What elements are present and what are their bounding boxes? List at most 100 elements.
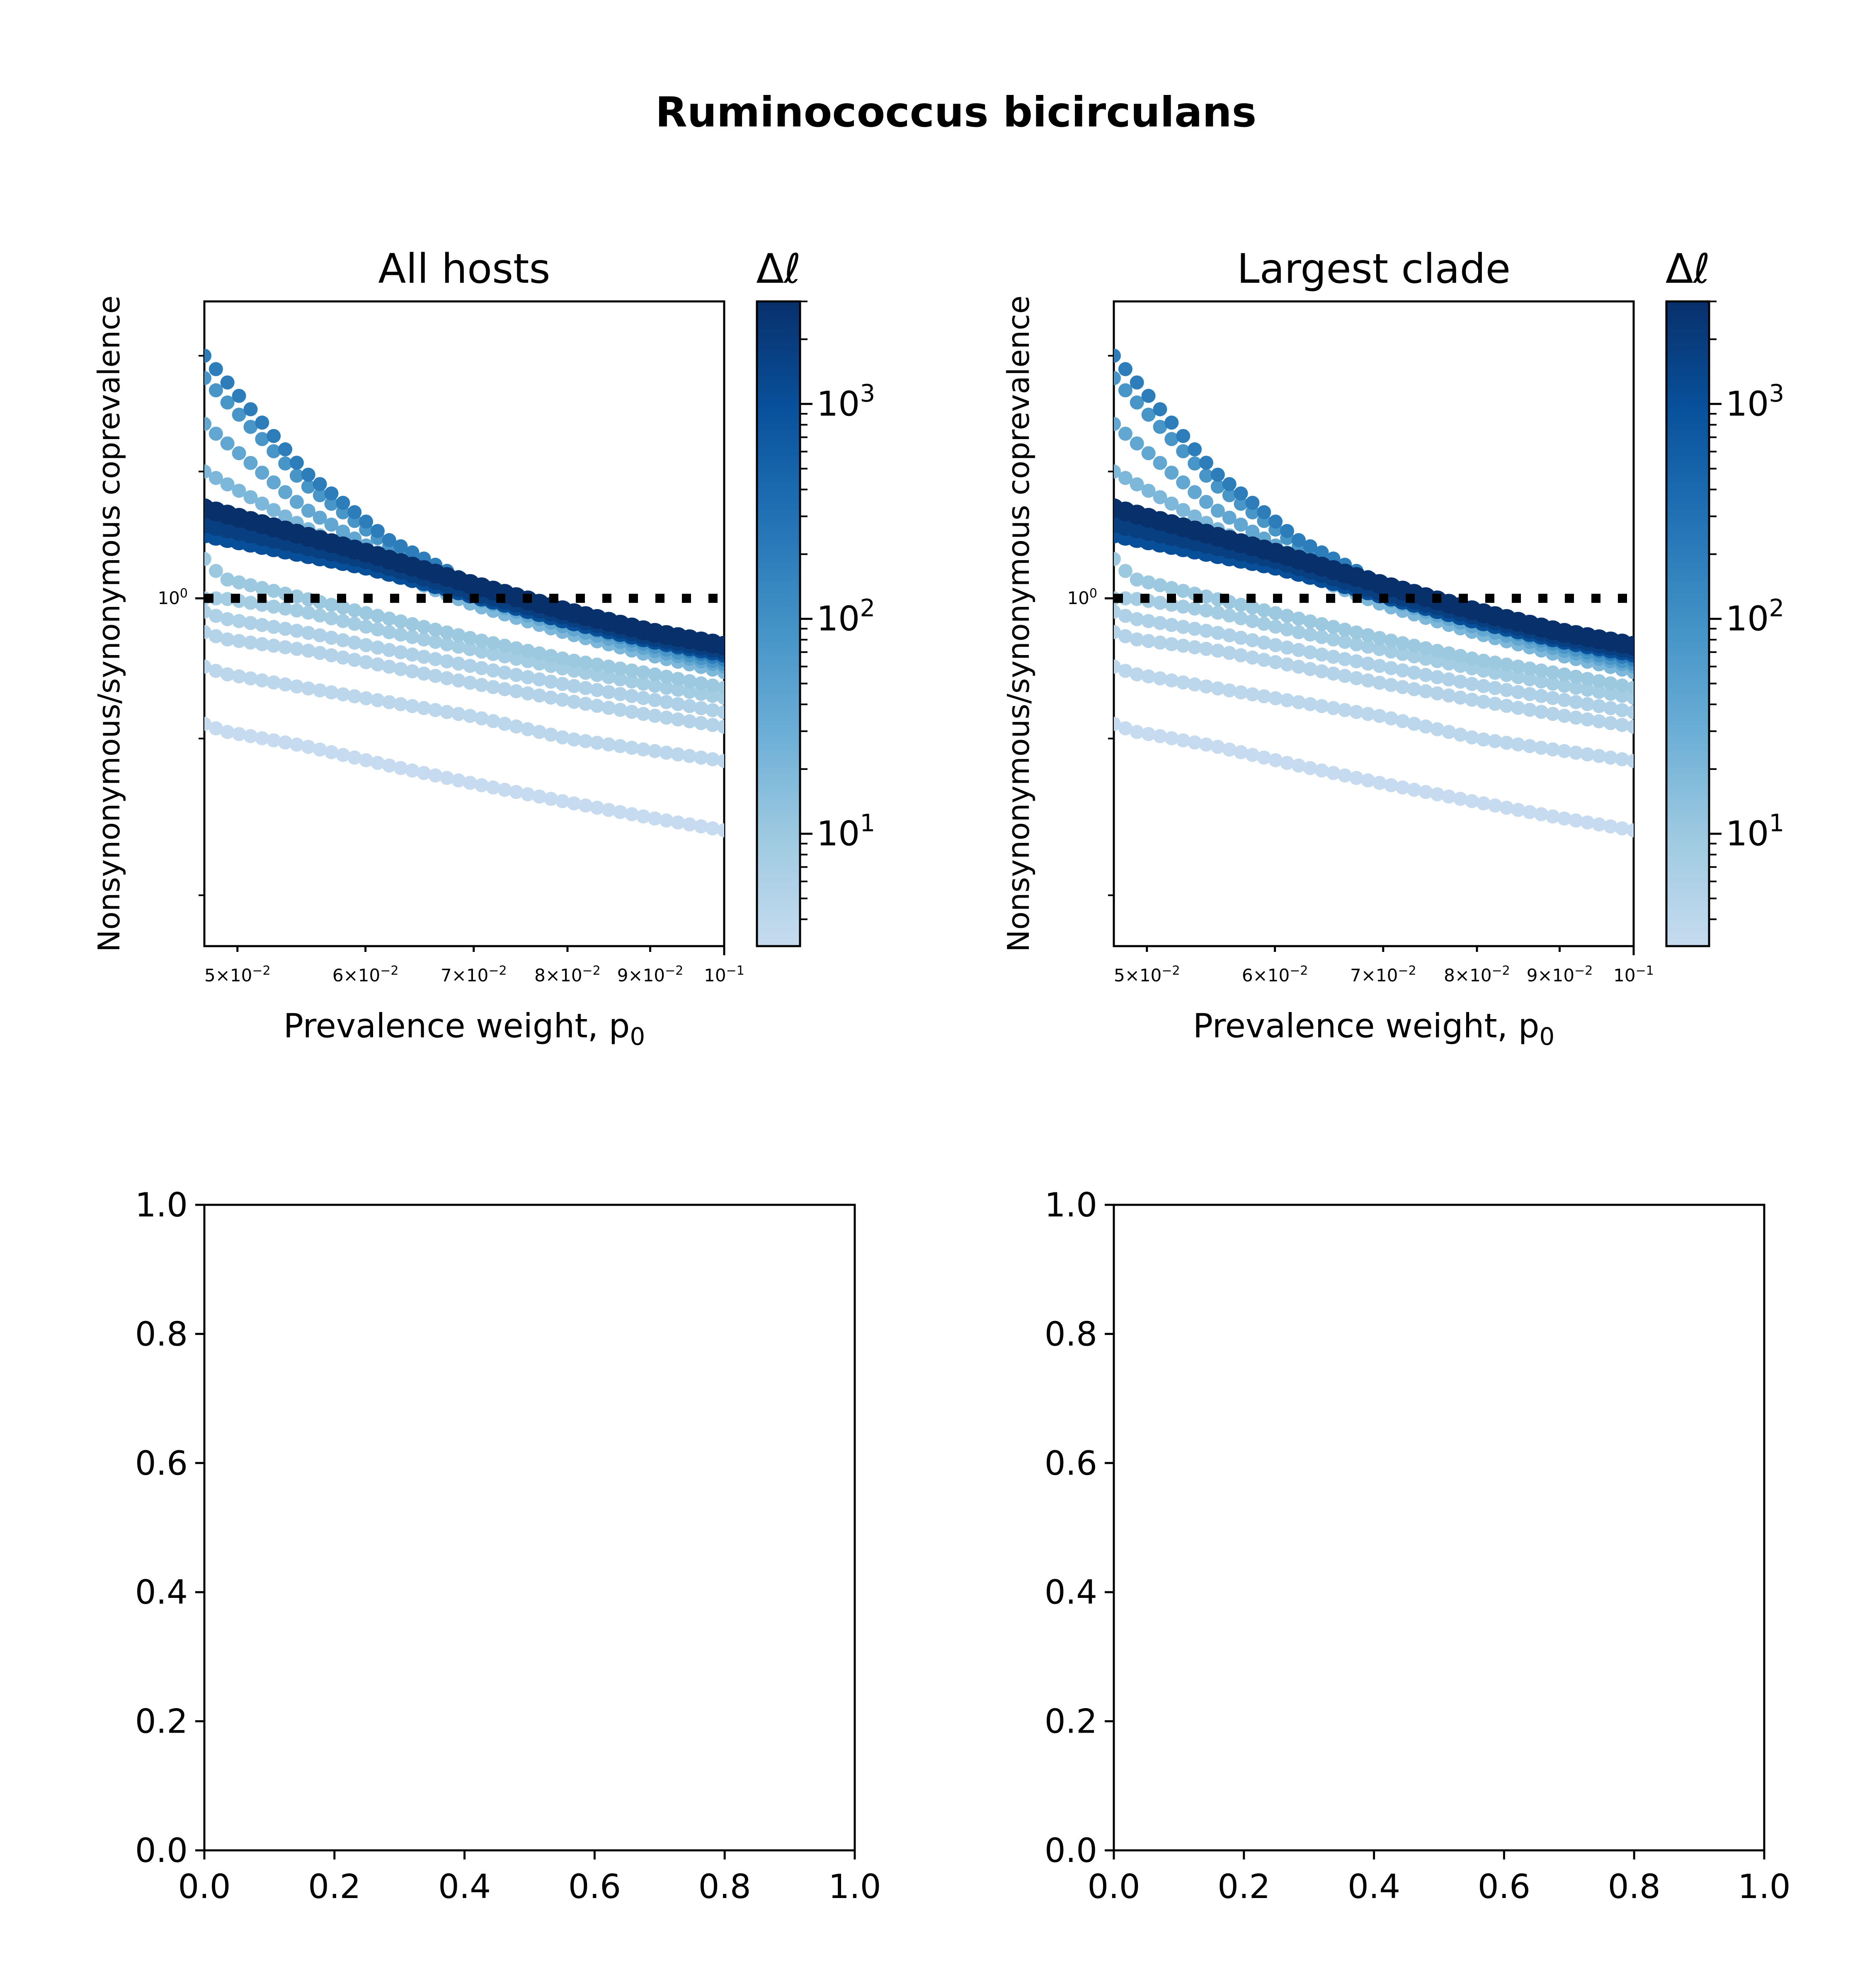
data-point-7-26 [497,638,512,653]
data-point-11-19 [417,701,431,715]
data-point-12-45 [1627,823,1634,837]
data-point-12-41 [671,815,685,830]
data-point-9-45 [717,705,724,719]
data-point-10-20 [1338,669,1352,683]
plot-area [1114,349,1634,837]
data-point-7-11 [324,597,339,612]
data-point-8-9 [301,605,315,620]
data-point-10-44 [1615,718,1630,732]
data-point-7-23 [463,631,477,645]
data-point-8-23 [1372,642,1387,656]
data-point-7-23 [1372,631,1387,645]
colorbar-tick-label-0: 101 [1726,809,1784,854]
data-point-12-13 [1257,750,1271,765]
data-point-12-35 [601,803,616,817]
colorbar-tick-label-1: 102 [817,594,875,639]
data-point-10-29 [532,688,547,703]
x-tick-exponent: −2 [665,964,683,978]
data-point-9-34 [590,683,604,697]
data-point-12-8 [289,737,304,752]
y-tick-exponent: 0 [180,586,188,601]
data-point-9-32 [567,679,581,693]
data-point-9-20 [428,652,443,666]
colorbar-tick-exponent: 1 [860,809,875,837]
data-point-9-37 [625,689,639,703]
data-point-10-44 [706,718,720,732]
data-point-5-12 [1245,524,1260,539]
data-point-8-7 [278,601,293,616]
data-point-7-44 [706,678,720,693]
data-point-12-27 [1419,785,1433,799]
data-point-9-32 [1476,679,1491,693]
data-point-11-15 [371,693,385,707]
data-point-7-33 [578,655,593,670]
data-point-10-34 [1499,699,1514,713]
data-point-10-37 [625,705,639,719]
data-point-10-4 [243,635,258,650]
data-point-8-22 [1361,639,1375,654]
data-point-7-35 [601,659,616,674]
y-tick-label-4: 0.8 [1045,1315,1097,1353]
data-point-3-18 [405,545,420,560]
x-tick-mantissa: 8 [1444,965,1455,986]
data-point-11-8 [1199,679,1213,694]
data-point-12-31 [555,794,570,808]
data-point-11-26 [497,716,512,731]
x-tick-base: 10 [1268,965,1290,986]
data-point-9-3 [232,614,246,628]
series-0 [204,498,724,656]
data-point-7-36 [1523,661,1537,676]
data-point-12-32 [1476,796,1491,811]
data-point-7-34 [590,658,604,672]
y-tick-label-0: 0.0 [135,1831,188,1870]
data-point-3-15 [371,524,385,538]
x-tick-label-2: 7×10−2 [441,964,507,986]
x-axis-label: Prevalence weight, p0 [284,1007,645,1051]
data-point-5-6 [1176,475,1191,490]
data-point-6-2 [1130,477,1144,492]
data-point-9-16 [1291,643,1306,657]
data-point-12-26 [497,782,512,797]
data-point-9-30 [544,675,558,689]
x-tick-times: × [1253,965,1268,986]
data-point-11-29 [1442,725,1456,739]
series-9 [204,604,724,719]
colorbar-tick-label-0: 101 [817,809,875,854]
data-point-11-9 [301,681,315,696]
x-tick-times: × [1537,965,1552,986]
data-point-12-45 [717,823,724,837]
data-point-11-11 [324,685,339,699]
data-point-10-23 [463,675,477,690]
x-tick-label-1: 6×10−2 [1242,964,1308,986]
data-point-12-14 [359,753,373,767]
data-point-12-10 [313,742,327,757]
data-point-11-35 [601,737,616,752]
data-point-7-37 [1534,663,1549,678]
x-tick-label-4: 0.8 [1608,1867,1661,1906]
y-axis-label: Nonsynonymous/synonymous coprevalence [1001,296,1036,952]
axes-title: Largest clade [1237,245,1511,293]
data-point-10-30 [1453,690,1467,705]
data-point-8-34 [1499,668,1514,682]
data-point-7-12 [336,600,350,615]
data-point-5-1 [1118,427,1132,441]
data-point-3-11 [324,486,339,501]
data-point-7-6 [267,584,281,598]
data-point-8-16 [382,625,396,639]
data-point-10-17 [1303,662,1317,676]
data-point-12-39 [1557,811,1571,826]
data-point-11-14 [1268,691,1283,706]
x-tick-base: 10 [560,965,582,986]
data-point-7-22 [451,628,466,643]
y-tick-label-3: 0.6 [1045,1444,1097,1483]
data-point-10-24 [474,678,489,692]
data-point-12-11 [1234,745,1248,760]
x-axis-label-text: Prevalence weight, p [284,1007,630,1045]
data-point-12-6 [267,733,281,748]
data-point-11-22 [451,707,466,721]
data-point-7-29 [532,646,547,660]
data-point-10-41 [1580,712,1595,727]
data-point-12-21 [1349,771,1364,785]
data-point-12-15 [1280,756,1294,770]
